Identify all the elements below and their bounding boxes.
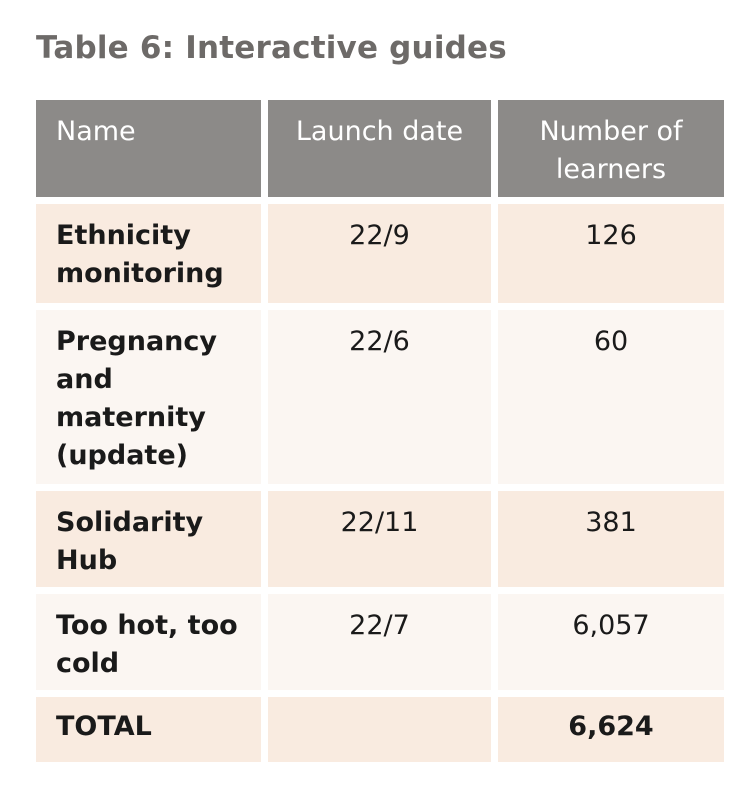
table-row: Pregnancy and maternity (update) 22/6 60 [36, 310, 724, 491]
header-launch-date: Launch date [268, 100, 498, 204]
cell-learners: 6,057 [498, 594, 724, 697]
total-label: TOTAL [36, 697, 268, 762]
cell-launch-date: 22/11 [268, 491, 498, 594]
cell-learners: 60 [498, 310, 724, 491]
cell-launch-date: 22/7 [268, 594, 498, 697]
cell-launch-date: 22/9 [268, 204, 498, 310]
header-number-of-learners: Number of learners [498, 100, 724, 204]
table-title: Table 6: Interactive guides [36, 30, 507, 66]
table-header-row: Name Launch date Number of learners [36, 100, 724, 204]
table-row: Too hot, too cold 22/7 6,057 [36, 594, 724, 697]
cell-name: Ethnicity monitoring [36, 204, 268, 310]
total-learners: 6,624 [498, 697, 724, 762]
interactive-guides-table: Name Launch date Number of learners Ethn… [36, 100, 724, 762]
cell-learners: 381 [498, 491, 724, 594]
cell-name: Solidarity Hub [36, 491, 268, 594]
table-row: Ethnicity monitoring 22/9 126 [36, 204, 724, 310]
cell-learners: 126 [498, 204, 724, 310]
cell-launch-date: 22/6 [268, 310, 498, 491]
cell-name: Pregnancy and maternity (update) [36, 310, 268, 491]
total-row: TOTAL 6,624 [36, 697, 724, 762]
cell-name: Too hot, too cold [36, 594, 268, 697]
total-launch-date [268, 697, 498, 762]
table-row: Solidarity Hub 22/11 381 [36, 491, 724, 594]
header-name: Name [36, 100, 268, 204]
